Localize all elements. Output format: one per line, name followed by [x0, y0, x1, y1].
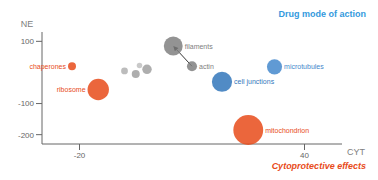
- svg-text:cell junctions: cell junctions: [234, 78, 275, 86]
- svg-text:-200: -200: [18, 131, 35, 140]
- svg-text:CYT: CYT: [347, 147, 366, 157]
- html-text:Cytoprotective effects: Cytoprotective effects: [271, 161, 366, 171]
- svg-text:chaperones: chaperones: [29, 63, 66, 71]
- svg-text:mitochondrion: mitochondrion: [265, 127, 309, 134]
- svg-text:NE: NE: [21, 20, 34, 29]
- svg-text:-20: -20: [74, 151, 86, 160]
- html-text:Drug mode of action: Drug mode of action: [278, 9, 366, 19]
- svg-text:-100: -100: [18, 99, 35, 108]
- svg-text:100: 100: [21, 37, 35, 46]
- svg-text:ribosome: ribosome: [57, 86, 86, 93]
- svg-text:microtubules: microtubules: [284, 63, 324, 70]
- svg-text:40: 40: [300, 151, 309, 160]
- svg-text:actin: actin: [199, 63, 214, 70]
- svg-text:filaments: filaments: [185, 43, 214, 50]
